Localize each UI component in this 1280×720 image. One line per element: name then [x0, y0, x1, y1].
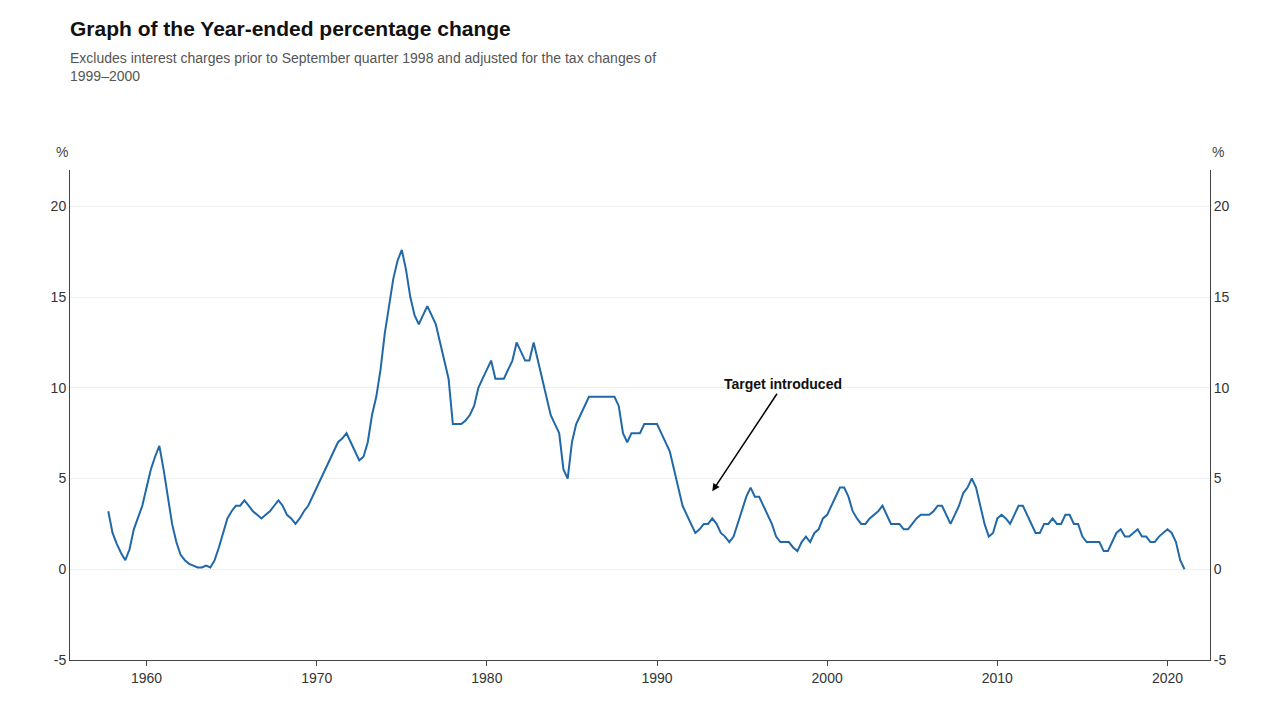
svg-text:20: 20: [1214, 198, 1230, 214]
svg-text:5: 5: [58, 470, 66, 486]
svg-text:15: 15: [51, 289, 67, 305]
svg-text:1990: 1990: [641, 670, 672, 686]
svg-text:1970: 1970: [301, 670, 332, 686]
svg-text:5: 5: [1214, 470, 1222, 486]
svg-text:1980: 1980: [471, 670, 502, 686]
svg-text:0: 0: [1214, 561, 1222, 577]
svg-text:0: 0: [58, 561, 66, 577]
svg-text:Target introduced: Target introduced: [724, 376, 842, 392]
svg-text:10: 10: [1214, 380, 1230, 396]
svg-text:2010: 2010: [982, 670, 1013, 686]
svg-text:15: 15: [1214, 289, 1230, 305]
svg-text:%: %: [1212, 144, 1224, 160]
svg-text:%: %: [56, 144, 68, 160]
svg-text:10: 10: [51, 380, 67, 396]
svg-text:2020: 2020: [1152, 670, 1183, 686]
svg-text:2000: 2000: [812, 670, 843, 686]
svg-text:-5: -5: [1214, 652, 1227, 668]
svg-text:20: 20: [51, 198, 67, 214]
svg-text:Excludes interest charges prio: Excludes interest charges prior to Septe…: [70, 50, 656, 84]
svg-text:1960: 1960: [131, 670, 162, 686]
svg-text:Graph of the Year-ended percen: Graph of the Year-ended percentage chang…: [70, 17, 511, 40]
svg-text:-5: -5: [54, 652, 67, 668]
